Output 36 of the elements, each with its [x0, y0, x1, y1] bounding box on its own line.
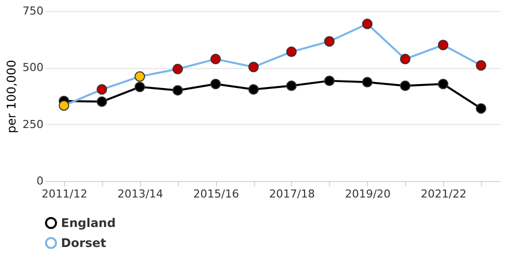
point [476, 60, 486, 71]
point [172, 85, 183, 96]
x-tick-label: 2011/12 [42, 188, 88, 200]
point [362, 18, 373, 30]
x-tick-label: 2019/20 [344, 188, 391, 200]
y-tick-label: 0 [36, 174, 44, 188]
y-axis-title: per 100,000 [4, 60, 19, 134]
y-tick-label: 250 [22, 118, 44, 131]
point [286, 80, 297, 92]
point [286, 46, 297, 58]
point [96, 96, 108, 107]
point [476, 103, 486, 114]
x-tick-label: 2013/14 [117, 188, 164, 200]
point [134, 71, 146, 82]
legend-label: Dorset [61, 236, 106, 250]
y-tick-label: 750 [22, 4, 44, 18]
point [400, 54, 410, 64]
point [134, 82, 146, 92]
x-tick-label: 2021/22 [420, 188, 466, 200]
point [324, 36, 335, 47]
legend-label: England [61, 216, 116, 230]
point [362, 76, 373, 88]
point [58, 100, 70, 111]
y-tick-label: 500 [22, 61, 44, 74]
point [96, 84, 108, 95]
point [324, 76, 335, 86]
x-tick-label: 2017/18 [269, 188, 315, 200]
point [172, 64, 183, 74]
point [210, 54, 221, 64]
point [438, 78, 448, 90]
point [248, 62, 259, 72]
point [210, 78, 221, 90]
x-tick-label: 2015/16 [193, 188, 239, 200]
point [400, 80, 410, 92]
point [438, 40, 448, 50]
point [248, 84, 259, 95]
